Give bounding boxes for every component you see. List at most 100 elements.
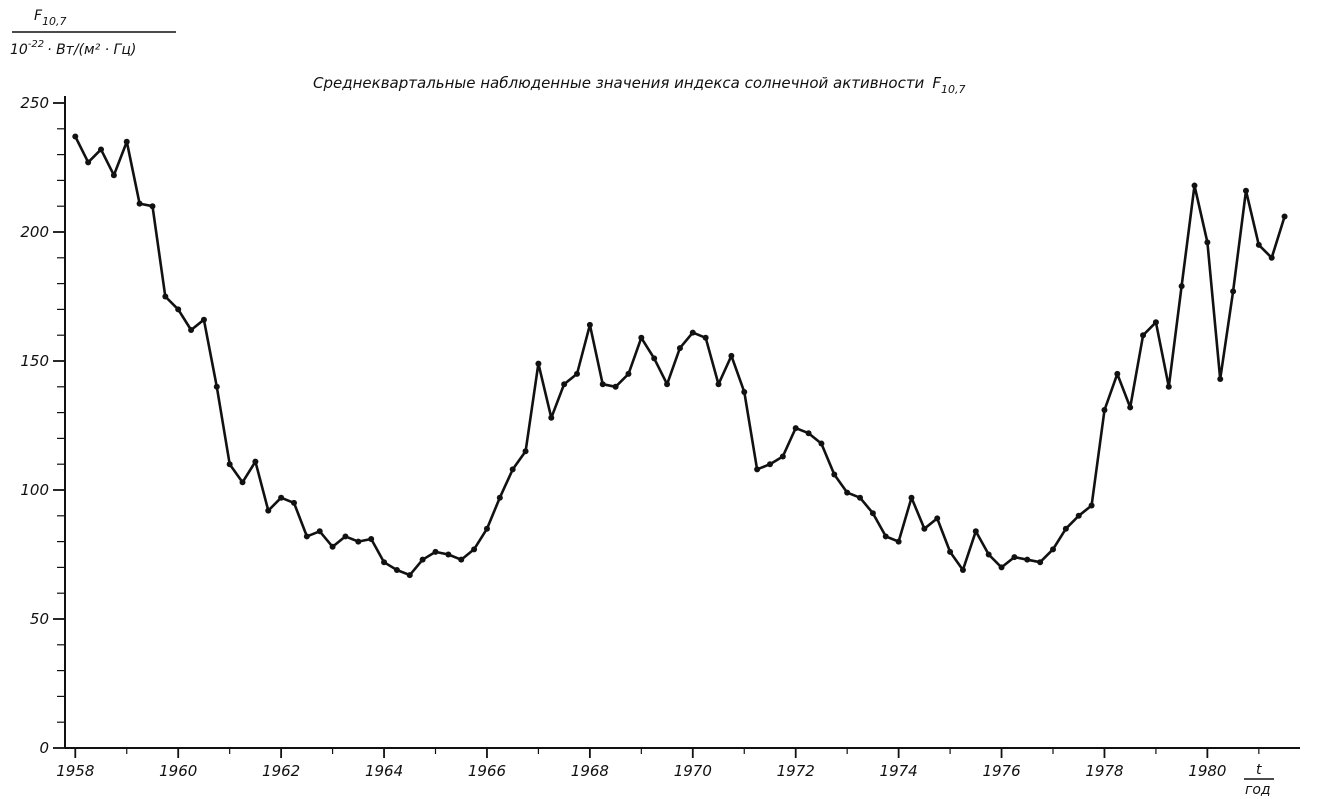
x-tick-label: 1964 bbox=[365, 762, 403, 780]
x-tick-label: 1976 bbox=[982, 762, 1020, 780]
data-point bbox=[278, 494, 285, 501]
data-point bbox=[355, 538, 362, 545]
data-point bbox=[1191, 182, 1198, 189]
data-point bbox=[1140, 332, 1147, 339]
data-point bbox=[483, 525, 490, 532]
data-point bbox=[458, 556, 465, 563]
data-point bbox=[419, 556, 426, 563]
data-point bbox=[1101, 407, 1108, 414]
data-point bbox=[1242, 187, 1249, 194]
y-axis-symbol: F10,7 bbox=[34, 8, 67, 28]
data-point bbox=[792, 425, 799, 432]
data-point bbox=[149, 203, 156, 210]
data-point bbox=[1088, 502, 1095, 509]
data-point bbox=[72, 133, 79, 140]
x-tick-label: 1970 bbox=[674, 762, 712, 780]
data-point bbox=[535, 360, 542, 367]
data-point bbox=[934, 515, 941, 522]
x-axis-label: t год bbox=[1244, 762, 1274, 798]
data-point bbox=[368, 536, 375, 543]
data-point bbox=[406, 572, 413, 579]
series-layer bbox=[72, 133, 1288, 579]
data-point bbox=[342, 533, 349, 540]
data-point bbox=[496, 494, 503, 501]
data-point bbox=[1037, 559, 1044, 566]
data-point bbox=[728, 352, 735, 359]
data-point bbox=[921, 525, 928, 532]
data-point bbox=[1230, 288, 1237, 295]
data-point bbox=[766, 461, 773, 468]
data-point bbox=[586, 321, 593, 328]
data-point bbox=[265, 507, 272, 514]
x-tick-label: 1972 bbox=[777, 762, 815, 780]
data-point bbox=[1204, 239, 1211, 246]
data-point bbox=[509, 466, 516, 473]
y-ticks: 0 50 100 150 200 250 bbox=[20, 94, 65, 757]
data-point bbox=[574, 370, 581, 377]
data-point bbox=[599, 381, 606, 388]
data-point bbox=[316, 528, 323, 535]
data-point bbox=[1024, 556, 1031, 563]
x-tick-label: 1958 bbox=[56, 762, 94, 780]
data-point bbox=[162, 293, 169, 300]
data-point bbox=[831, 471, 838, 478]
y-tick-label: 200 bbox=[20, 223, 49, 241]
data-point bbox=[561, 381, 568, 388]
data-point bbox=[869, 510, 876, 517]
data-point bbox=[110, 172, 117, 179]
data-point bbox=[445, 551, 452, 558]
data-point bbox=[676, 345, 683, 352]
data-point bbox=[844, 489, 851, 496]
data-point bbox=[972, 528, 979, 535]
series-line bbox=[74, 135, 1286, 577]
x-tick-label: 1962 bbox=[262, 762, 300, 780]
y-axis-unit: 10-22 · Вт/(м² · Гц) bbox=[10, 39, 136, 58]
data-point bbox=[754, 466, 761, 473]
y-tick-label: 100 bbox=[20, 481, 49, 499]
data-point bbox=[200, 316, 207, 323]
data-point bbox=[1217, 376, 1224, 383]
x-axis-symbol: t bbox=[1256, 762, 1262, 778]
data-point bbox=[1255, 241, 1262, 248]
data-point bbox=[188, 327, 195, 334]
chart-title: Среднеквартальные наблюденные значения и… bbox=[313, 74, 965, 96]
data-point bbox=[651, 355, 658, 362]
data-point bbox=[1165, 383, 1172, 390]
y-tick-label: 50 bbox=[30, 610, 49, 628]
data-point bbox=[252, 458, 259, 465]
data-point bbox=[136, 200, 143, 207]
data-point bbox=[329, 543, 336, 550]
y-tick-label: 250 bbox=[20, 94, 49, 112]
data-point bbox=[1011, 554, 1018, 561]
data-point bbox=[123, 138, 130, 145]
x-tick-label: 1978 bbox=[1085, 762, 1123, 780]
data-point bbox=[98, 146, 105, 153]
x-tick-label: 1974 bbox=[880, 762, 918, 780]
data-point bbox=[625, 370, 632, 377]
data-point bbox=[303, 533, 310, 540]
data-point bbox=[908, 494, 915, 501]
data-point bbox=[779, 453, 786, 460]
data-point bbox=[1127, 404, 1134, 411]
data-point bbox=[393, 566, 400, 573]
data-point bbox=[239, 479, 246, 486]
data-point bbox=[1178, 283, 1185, 290]
y-tick-label: 150 bbox=[20, 352, 49, 370]
data-point bbox=[882, 533, 889, 540]
data-point bbox=[715, 381, 722, 388]
data-point bbox=[664, 381, 671, 388]
x-axis-unit: год bbox=[1245, 782, 1271, 798]
data-point bbox=[818, 440, 825, 447]
data-point bbox=[1152, 319, 1159, 326]
data-point bbox=[702, 334, 709, 341]
data-point bbox=[895, 538, 902, 545]
x-tick-label: 1980 bbox=[1188, 762, 1226, 780]
data-point bbox=[741, 388, 748, 395]
x-ticks: 1958 1960 1962 1964 1966 1968 1970 1972 1974 1976… bbox=[56, 748, 1260, 780]
data-point bbox=[998, 564, 1005, 571]
data-point bbox=[1075, 512, 1082, 519]
data-point bbox=[947, 548, 954, 555]
data-point bbox=[85, 159, 92, 166]
x-tick-label: 1968 bbox=[571, 762, 609, 780]
